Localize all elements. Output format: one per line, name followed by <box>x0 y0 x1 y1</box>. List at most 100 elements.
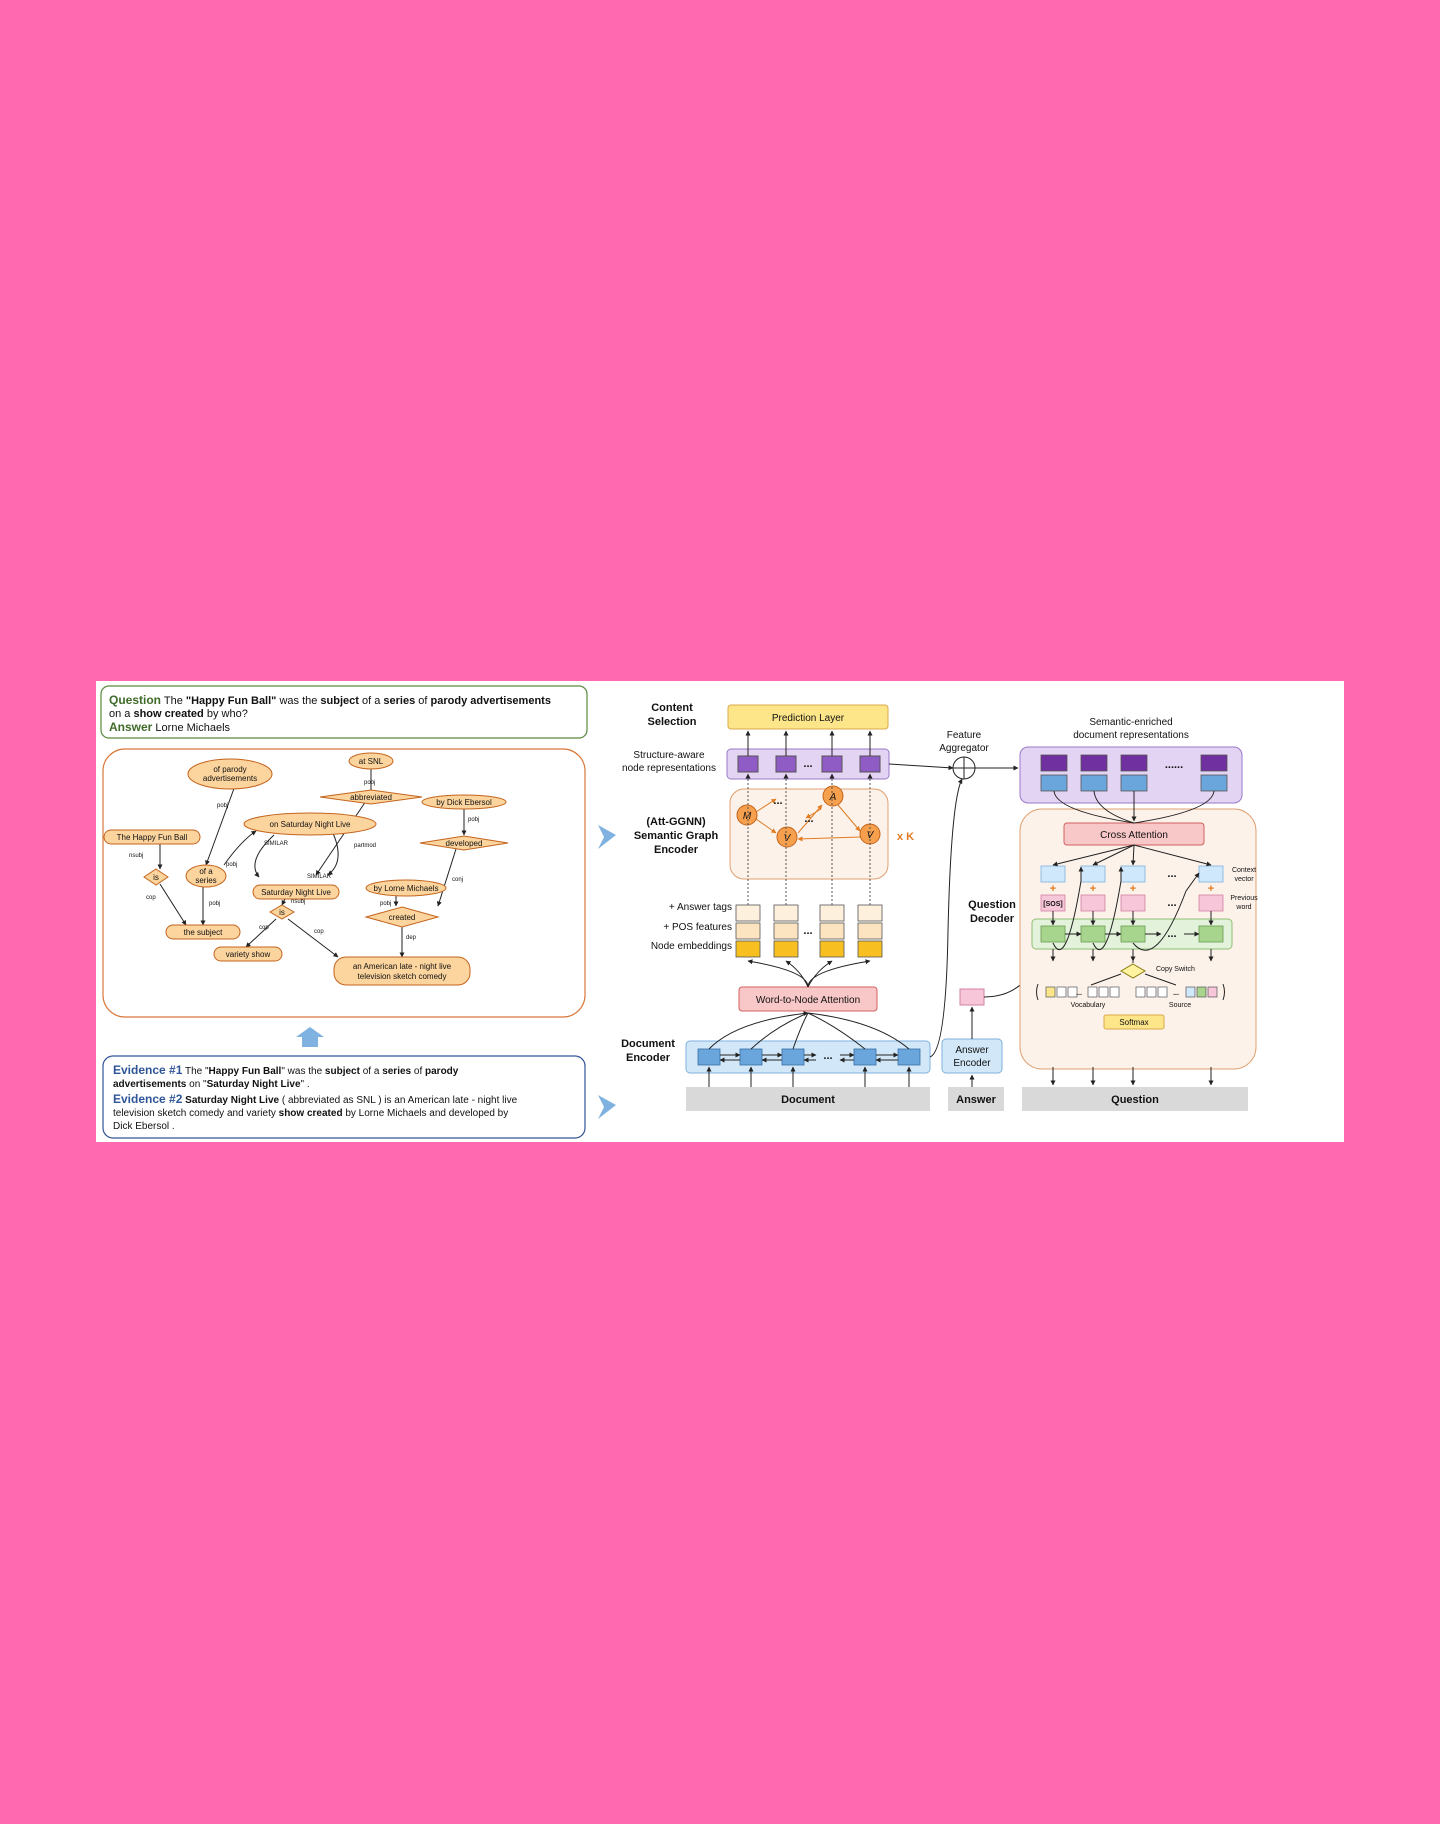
up-arrow-icon <box>296 1027 324 1047</box>
question-box <box>100 685 588 739</box>
node-at-snl <box>348 752 394 770</box>
ellipsis: ... <box>823 1050 832 1062</box>
edge-label: dep <box>406 935 417 941</box>
ellipsis: ... <box>1173 990 1179 997</box>
node-a <box>822 785 844 807</box>
node-the-happy-fun-ball <box>103 829 201 845</box>
question-line-2: on a show created by who? <box>109 708 248 720</box>
dashed-connectors <box>745 773 873 905</box>
feature-aggregator-label: Aggregator <box>939 743 989 754</box>
previous-word-label: word <box>1235 904 1251 911</box>
softmax-box <box>1103 1014 1165 1030</box>
evidence-1-line-2: advertisements on "Saturday Night Live" … <box>113 1079 310 1090</box>
node-label: of parody <box>213 765 246 774</box>
node-is-2 <box>269 904 295 920</box>
content-selection-label: Content <box>651 702 693 714</box>
feature-stacks <box>735 904 883 958</box>
structure-aware-nodes <box>737 755 881 773</box>
edge-label: partmod <box>354 843 376 849</box>
node-label: by Dick Ebersol <box>436 798 492 807</box>
node-saturday-night-live <box>252 884 340 900</box>
switch-to-source <box>1144 973 1177 986</box>
source-label: Source <box>1169 1002 1191 1009</box>
node-of-a-series <box>185 864 227 888</box>
node-v-1 <box>776 826 798 848</box>
xk-label: x K <box>897 831 914 843</box>
node-letter: M <box>743 811 752 822</box>
node-label: advertisements <box>203 774 257 783</box>
node-letter: V <box>784 833 792 844</box>
edge-label: conj <box>452 877 463 883</box>
graph-nodes: of parody advertisements at SNL abbrevia… <box>103 752 509 986</box>
semantic-enriched-nodes <box>1040 754 1228 792</box>
evidence-1-line-1: Evidence #1 The "Happy Fun Ball" was the… <box>113 1063 459 1077</box>
node-letter: V <box>867 830 875 841</box>
copy-switch-label: Copy Switch <box>1156 966 1195 973</box>
plus-icon: + <box>1050 883 1056 895</box>
flow-arrow-icon <box>598 1095 616 1119</box>
node-variety-show <box>213 946 283 962</box>
question-label: Question <box>1111 1094 1159 1106</box>
document-encoder-label: Document <box>621 1038 675 1050</box>
node-label: on Saturday Night Live <box>270 820 351 829</box>
plus-icon: + <box>1130 883 1136 895</box>
node-created <box>364 906 440 928</box>
node-by-lorne-michaels <box>365 879 447 897</box>
node-label: the subject <box>184 928 223 937</box>
node-on-saturday-night-live <box>243 812 377 836</box>
ellipsis: ... <box>1076 990 1082 997</box>
node-label: is <box>279 908 285 917</box>
flow-arrow-icon <box>598 825 616 849</box>
evidence-2-line-1: Evidence #2 Saturday Night Live ( abbrev… <box>113 1092 518 1106</box>
evidence-2-line-2: television sketch comedy and variety sho… <box>113 1108 508 1119</box>
content-selection-label: Selection <box>648 716 697 728</box>
answer-tags-label: + Answer tags <box>669 902 732 913</box>
bidirectional-links <box>719 1052 899 1063</box>
document-input-bar <box>686 1087 930 1111</box>
document-encoder-box <box>685 1040 931 1074</box>
node-label: developed <box>446 839 483 848</box>
node-label: Saturday Night Live <box>261 888 331 897</box>
ellipsis: ... <box>1167 897 1176 909</box>
answer-encoder-label: Answer <box>955 1045 989 1056</box>
edge-label: SIMILAR <box>307 874 332 880</box>
encoder-graph <box>736 785 881 848</box>
answer-line: Answer Lorne Michaels <box>109 720 231 734</box>
question-output-arrows <box>1050 1067 1214 1086</box>
ellipsis: ... <box>803 758 812 770</box>
vocabulary-label: Vocabulary <box>1071 1002 1106 1009</box>
context-vector-label: Context <box>1232 867 1256 874</box>
node-of-parody-advertisements <box>187 758 273 790</box>
representations-to-cross-attention <box>1053 790 1215 824</box>
node-embeddings-label: Node embeddings <box>651 941 732 952</box>
question-line-1: Question The "Happy Fun Ball" was the su… <box>109 693 551 707</box>
pos-features-label: + POS features <box>663 922 732 933</box>
node-label: abbreviated <box>350 793 392 802</box>
answer-label: Answer <box>956 1094 996 1106</box>
node-label: variety show <box>226 950 271 959</box>
node-label: created <box>389 913 416 922</box>
ellipsis: ... <box>773 795 782 807</box>
edge-label: pobj <box>217 803 228 809</box>
document-encoder-label: Encoder <box>626 1052 671 1064</box>
ellipsis: ... <box>1167 868 1176 880</box>
question-decoder-label: Question <box>968 899 1016 911</box>
node-label: of a <box>199 867 213 876</box>
semantic-enriched-label: document representations <box>1073 730 1189 741</box>
node-american-late-night <box>333 956 471 986</box>
context-vector-row <box>1040 865 1224 883</box>
figure-panel: Question The "Happy Fun Ball" was the su… <box>96 681 1344 1142</box>
edge-label: nsubj <box>129 853 143 859</box>
node-by-dick-ebersol <box>421 794 507 810</box>
edge-label: cop <box>314 929 324 935</box>
ellipsis: ... <box>803 925 812 937</box>
copy-switch-diamond <box>1120 963 1146 979</box>
previous-word-label: Previous <box>1230 895 1258 902</box>
edge-label: nsubj <box>291 899 305 905</box>
prediction-arrows <box>745 730 873 756</box>
sos-token: [SOS] <box>1043 901 1062 908</box>
attention-fanout <box>747 959 871 988</box>
answer-input-bar <box>948 1087 1004 1111</box>
context-vector-label: vector <box>1234 876 1254 883</box>
encoder-to-attention <box>708 1011 910 1050</box>
